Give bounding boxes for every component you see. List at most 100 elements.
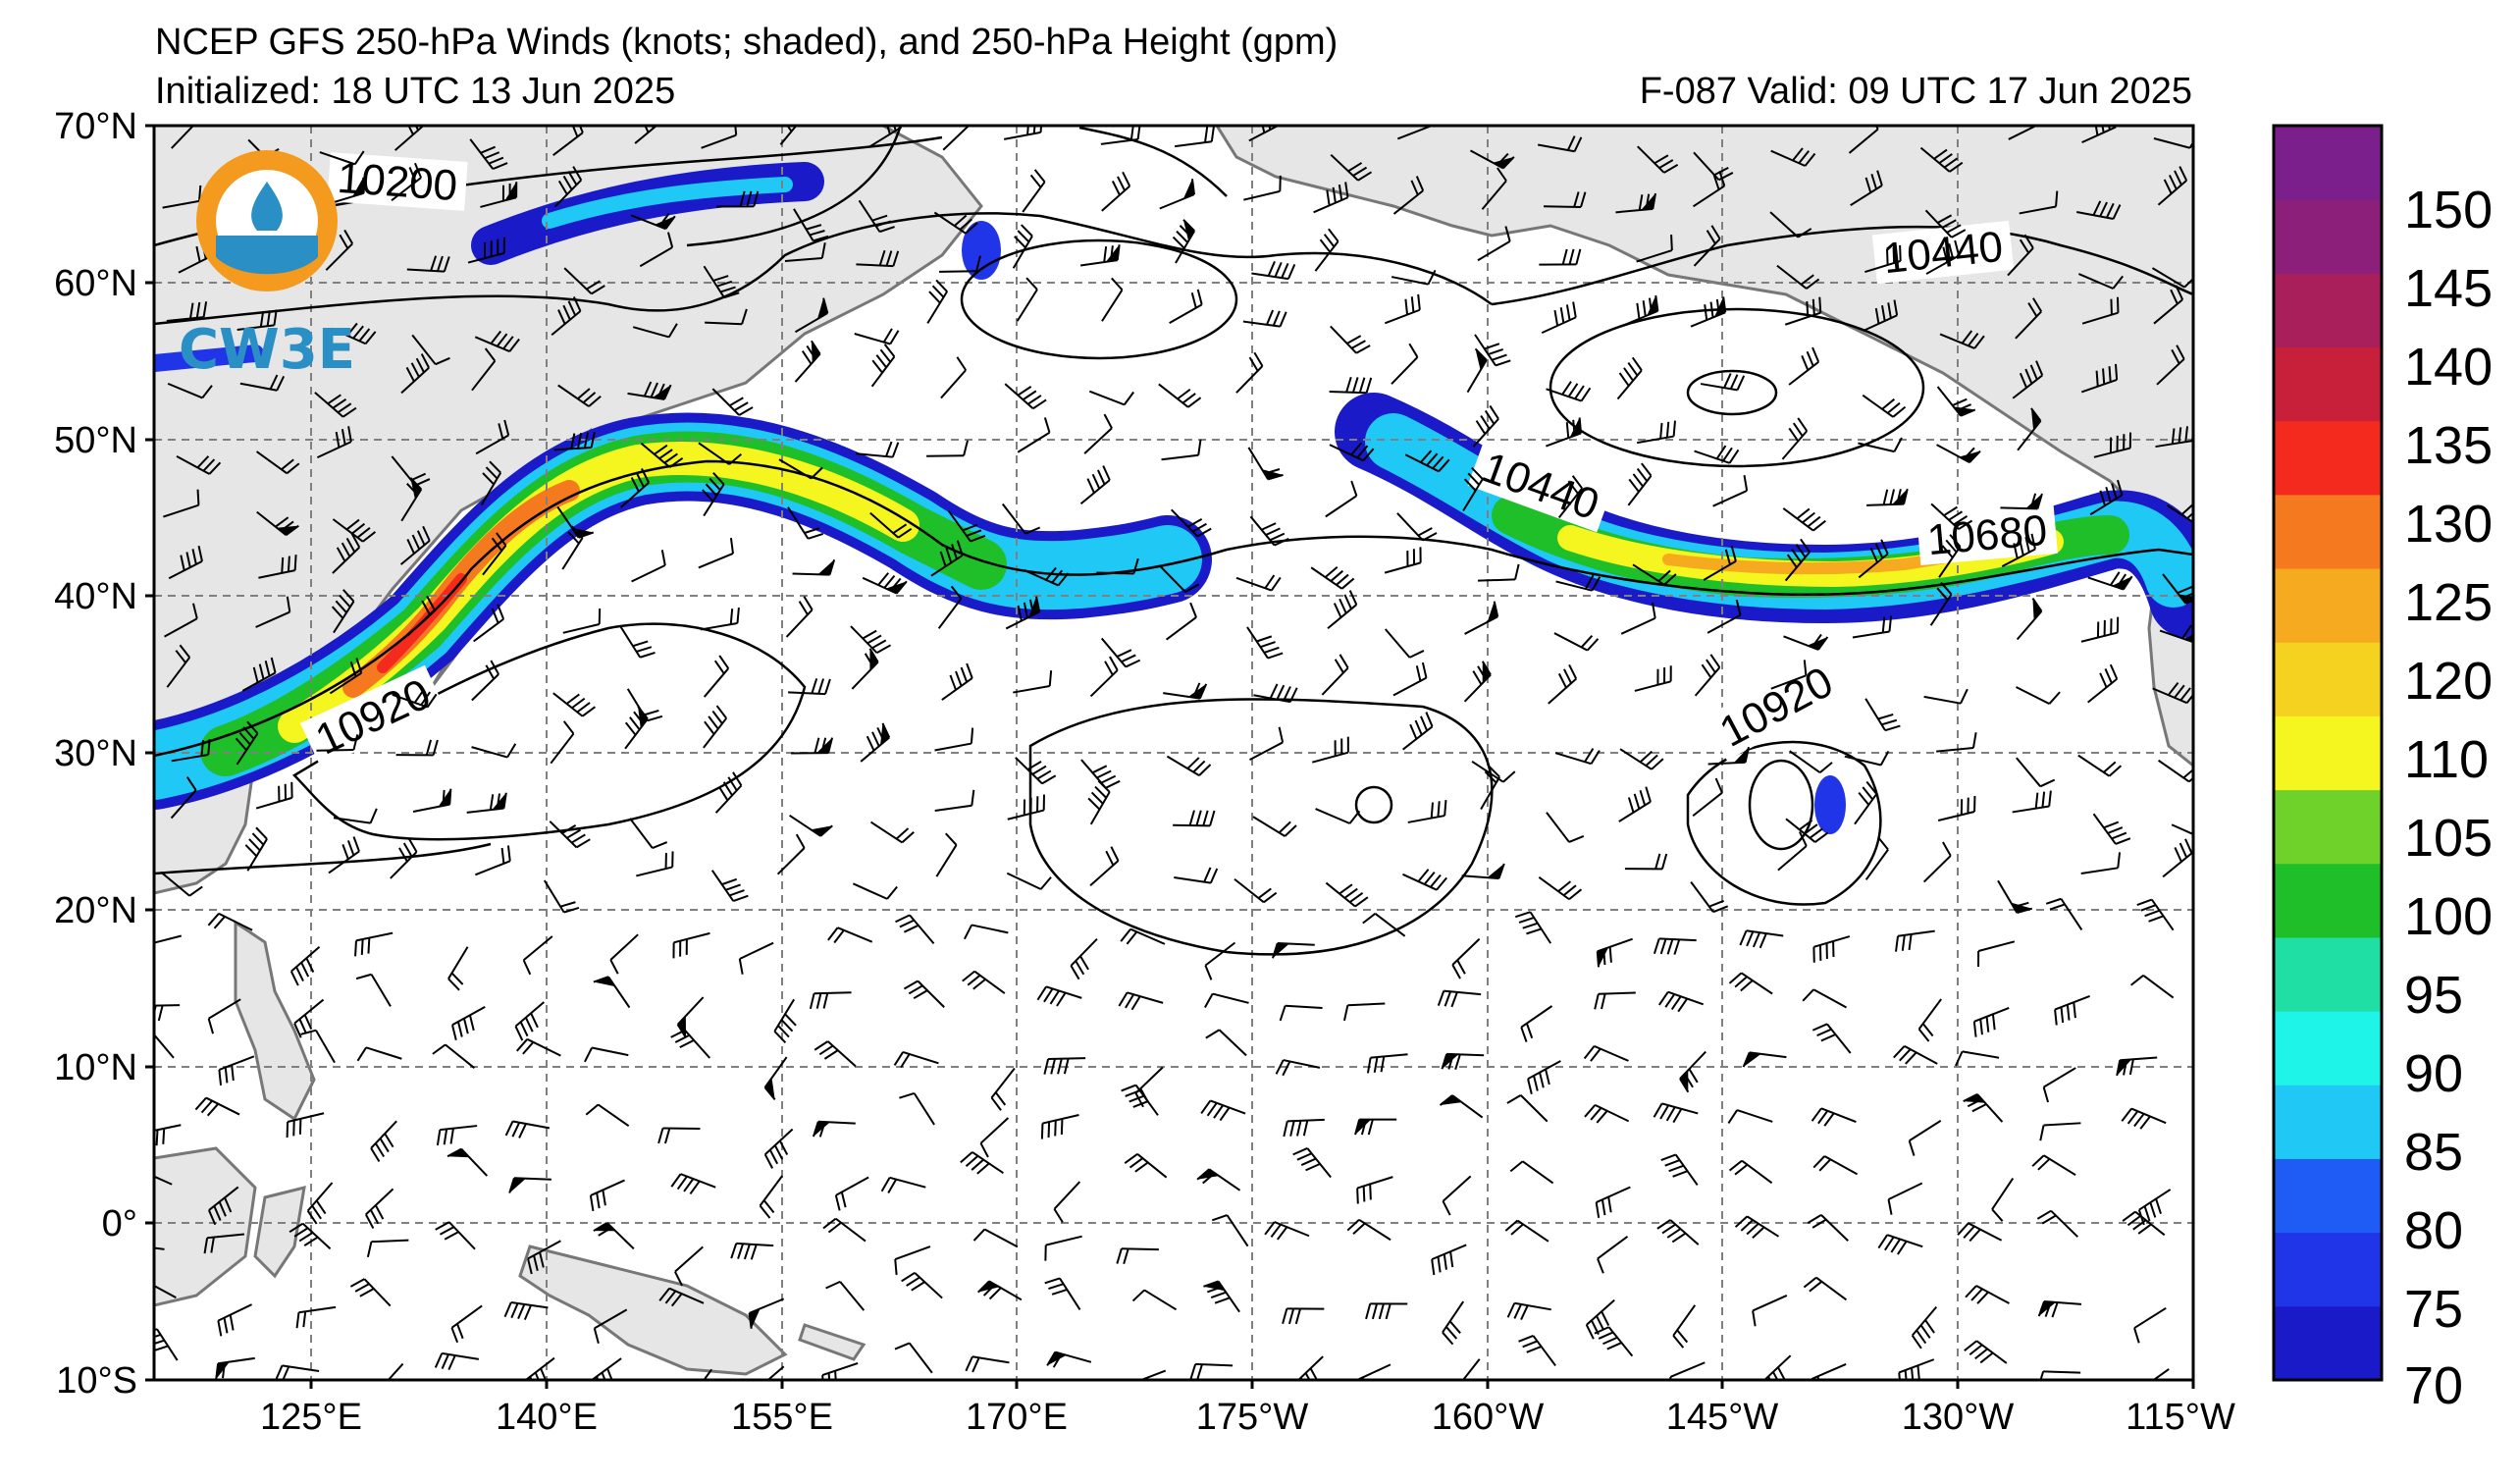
wind-barb: [1887, 1182, 1923, 1215]
wind-barb: [895, 914, 935, 945]
x-axis: 125°E 140°E 155°E 170°E 175°W 160°W 145°…: [260, 1380, 2235, 1438]
lat-label: 20°N: [54, 890, 137, 931]
wind-barb: [714, 771, 743, 814]
contour-10440-west: [154, 212, 1493, 326]
wind-barb: [2157, 166, 2188, 206]
wind-barb: [792, 559, 836, 576]
wind-barb: [236, 309, 278, 331]
wind-barb: [1972, 1007, 2010, 1037]
wind-barb: [585, 1103, 630, 1128]
wind-barb: [1922, 841, 1952, 883]
wind-barb: [1770, 147, 1816, 167]
wind-barb: [166, 301, 208, 322]
wind-barb: [1402, 869, 1447, 891]
wind-barb: [1251, 260, 1296, 281]
wind-barb: [2129, 975, 2175, 999]
wind-barb: [1040, 1114, 1079, 1139]
land-solomons: [798, 1323, 866, 1361]
wind-barb: [391, 162, 423, 202]
wind-barb: [1480, 765, 1501, 810]
wind-barb: [450, 1304, 483, 1344]
colorbar-segment: [2274, 494, 2382, 569]
wind-barb: [2081, 126, 2118, 144]
wind-barb: [1863, 299, 1899, 333]
wind-barb: [400, 353, 430, 395]
wind-barb: [1703, 546, 1737, 581]
colorbar-tick: 85: [2404, 1123, 2463, 1182]
colorbar-segment: [2274, 273, 2382, 348]
wind-barb: [515, 1037, 561, 1057]
wind-barb: [670, 1029, 711, 1059]
wind-barb: [1936, 732, 1977, 753]
contour-10920-c: [1686, 740, 1882, 906]
wind-barb: [316, 734, 359, 752]
wind-barb: [1622, 294, 1659, 327]
lon-label: 145°W: [1666, 1397, 1779, 1438]
wind-barb: [1121, 1084, 1159, 1116]
wind-barb: [701, 126, 738, 149]
wind-barb: [1811, 1023, 1852, 1054]
wind-barb: [794, 297, 829, 334]
wind-barb: [1727, 1109, 1773, 1124]
wind-barb: [1163, 682, 1208, 700]
wind-barb: [632, 323, 678, 339]
wind-barb: [926, 279, 948, 324]
wind-barb: [631, 550, 666, 583]
wind-barb: [471, 660, 499, 702]
graticule: [154, 126, 2193, 1380]
wind-barb: [300, 1029, 336, 1064]
wind-barb: [789, 814, 833, 837]
wind-barb: [1396, 512, 1438, 542]
wind-barb: [1022, 169, 1046, 213]
wind-barb: [1504, 1219, 1549, 1243]
wind-barb: [870, 344, 896, 388]
wind-barb: [527, 1240, 561, 1275]
wind-barb: [1936, 444, 1981, 464]
wind-barb: [1657, 990, 1705, 1013]
wind-barb: [1538, 876, 1583, 901]
wind-barb: [1431, 1244, 1467, 1276]
wind-barb: [551, 296, 582, 337]
wind-barb: [164, 603, 198, 638]
wind-barb: [1282, 1307, 1325, 1325]
wind-barb: [255, 596, 291, 628]
wind-barb: [2017, 407, 2042, 451]
wind-barb: [1618, 786, 1652, 822]
wind-barb: [2080, 363, 2119, 394]
wind-barb: [784, 242, 826, 262]
wind-barb: [1783, 633, 1829, 651]
lat-label: 10°S: [56, 1360, 137, 1402]
wind-barb: [1707, 746, 1751, 766]
wind-barb: [354, 931, 394, 957]
wind-barb: [154, 1246, 165, 1250]
wind-barb: [1079, 465, 1111, 505]
wind-barb: [619, 625, 656, 659]
wind-barb: [1161, 439, 1202, 461]
wind-barb: [1096, 557, 1139, 575]
wind-barbs: [154, 126, 2193, 1380]
wind-barb: [1864, 244, 1902, 274]
wind-barb: [869, 511, 913, 539]
wind-barb: [1679, 1050, 1706, 1093]
wind-barb: [1463, 661, 1492, 703]
wind-barb: [255, 781, 293, 810]
wind-barb: [1627, 462, 1653, 506]
wind-barb: [593, 1222, 635, 1250]
wind-barb: [1279, 1004, 1323, 1022]
wind-barb: [1131, 1289, 1178, 1311]
wind-barb: [552, 692, 597, 717]
wind-barb: [2019, 190, 2059, 215]
wind-barb: [658, 1287, 705, 1307]
wind-barb: [1024, 566, 1070, 587]
wind-barb: [639, 232, 674, 268]
wind-barb: [1597, 1235, 1629, 1274]
wind-barb: [1070, 938, 1098, 980]
colorbar-segments: [2274, 126, 2382, 1381]
wind-barb: [1546, 812, 1585, 843]
wind-barb: [1120, 927, 1166, 945]
wind-barb: [1518, 1335, 1556, 1367]
wind-barb: [168, 546, 203, 580]
wind-barb: [1555, 574, 1601, 592]
wind-barb: [1396, 126, 1434, 140]
wind-barb: [549, 821, 591, 849]
